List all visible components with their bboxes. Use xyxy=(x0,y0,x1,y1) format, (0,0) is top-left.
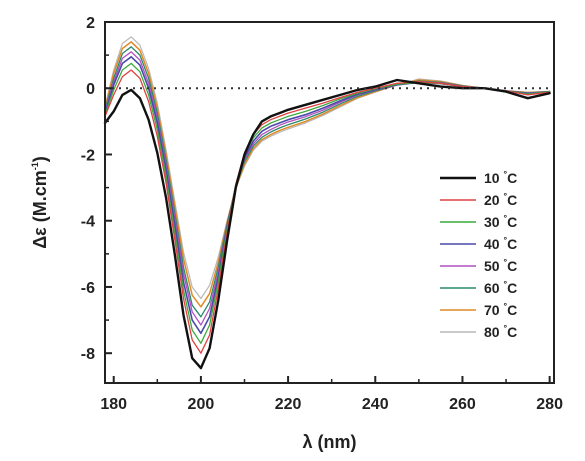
legend-label-50c: 50 °C xyxy=(484,257,517,274)
legend-label-70c: 70 °C xyxy=(484,301,517,318)
x-axis-ticks: 180 200 220 240 260 280 xyxy=(100,376,563,413)
legend-label-80c: 80 °C xyxy=(484,323,517,340)
series-line-10c xyxy=(103,78,551,370)
legend-label-40c: 40 °C xyxy=(484,235,517,252)
y-tick-label: -8 xyxy=(81,346,95,363)
y-tick-label: 2 xyxy=(86,15,95,32)
plot-frame xyxy=(104,21,555,384)
y-tick-label: -6 xyxy=(81,280,95,297)
x-axis-label: λ (nm) xyxy=(303,432,357,452)
y-tick-label: -4 xyxy=(81,214,95,231)
legend-label-10c: 10 °C xyxy=(484,169,517,186)
x-tick-label: 200 xyxy=(188,396,215,413)
y-axis-ticks: 2 0 -2 -4 -6 -8 xyxy=(81,15,112,363)
y-axis-label: Δε (M.cm-1) xyxy=(30,156,50,249)
x-tick-label: 220 xyxy=(275,396,302,413)
legend-label-60c: 60 °C xyxy=(484,279,517,296)
x-tick-label: 260 xyxy=(449,396,476,413)
legend-label-20c: 20 °C xyxy=(484,191,517,208)
y-tick-label: 0 xyxy=(86,81,95,98)
y-tick-label: -2 xyxy=(81,147,95,164)
series-line-80c xyxy=(104,36,551,300)
legend: 10 °C 20 °C 30 °C 40 °C 50 °C 60 °C 70 °C 80 °C xyxy=(440,169,517,340)
x-tick-label: 280 xyxy=(536,396,563,413)
legend-label-30c: 30 °C xyxy=(484,213,517,230)
x-tick-label: 180 xyxy=(100,396,127,413)
x-tick-label: 240 xyxy=(362,396,389,413)
series-lines xyxy=(103,36,551,370)
series-line-70c xyxy=(104,41,551,308)
